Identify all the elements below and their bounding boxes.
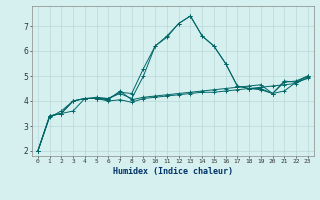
X-axis label: Humidex (Indice chaleur): Humidex (Indice chaleur) [113, 167, 233, 176]
